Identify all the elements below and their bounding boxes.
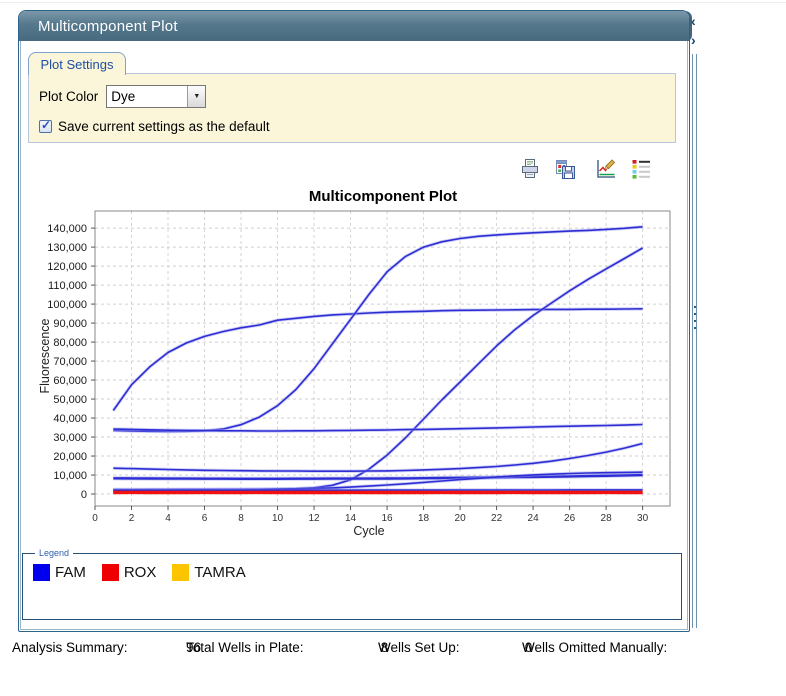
svg-text:30: 30: [637, 513, 649, 524]
svg-text:30,000: 30,000: [53, 432, 87, 444]
svg-text:4: 4: [165, 513, 171, 524]
wells-setup-stat: Wells Set Up: 8: [378, 640, 381, 655]
svg-text:120,000: 120,000: [47, 261, 87, 273]
plot-toolbar: [518, 157, 653, 181]
svg-text:80,000: 80,000: [53, 337, 87, 349]
svg-text:28: 28: [601, 513, 613, 524]
plot-settings-panel: Plot Color Dye ▼ ✓ Save current settings…: [28, 73, 676, 143]
collapse-left-icon[interactable]: ‹: [691, 14, 696, 28]
show-legend-icon[interactable]: [629, 157, 653, 181]
app-canvas: ‹ › Multicomponent Plot Plot Settings Pl…: [0, 0, 786, 696]
analysis-summary-bar: Analysis Summary: Total Wells in Plate:9…: [0, 640, 786, 660]
legend-item-fam: FAM: [33, 564, 86, 581]
svg-text:50,000: 50,000: [53, 394, 87, 406]
save-plot-image-icon[interactable]: [553, 157, 577, 181]
save-default-option[interactable]: ✓ Save current settings as the default: [39, 119, 270, 134]
svg-text:40,000: 40,000: [53, 413, 87, 425]
window-title: Multicomponent Plot: [38, 18, 178, 35]
pane-splitter[interactable]: [692, 54, 697, 628]
svg-text:100,000: 100,000: [47, 299, 87, 311]
plot-properties-icon[interactable]: [594, 157, 618, 181]
svg-text:12: 12: [308, 513, 320, 524]
legend-item-tamra: TAMRA: [172, 564, 245, 581]
plot-color-dropdown[interactable]: Dye ▼: [106, 85, 206, 108]
svg-text:0: 0: [81, 489, 87, 501]
splitter-grip[interactable]: [694, 306, 697, 334]
tamra-swatch: [172, 564, 189, 581]
svg-text:16: 16: [382, 513, 394, 524]
svg-text:110,000: 110,000: [48, 280, 87, 292]
legend-item-rox: ROX: [102, 564, 157, 581]
chart-canvas: 0 10,000 20,000 30,000 40,000 50,000 60,000 70,…: [20, 186, 686, 546]
svg-text:0: 0: [92, 513, 98, 524]
svg-text:20: 20: [455, 513, 467, 524]
svg-text:10: 10: [272, 513, 284, 524]
rox-swatch: [102, 564, 119, 581]
tab-plot-settings[interactable]: Plot Settings: [28, 52, 126, 75]
chart-legend: Legend FAM ROX TAMRA: [22, 548, 682, 620]
svg-text:130,000: 130,000: [47, 242, 87, 254]
svg-text:2: 2: [129, 513, 135, 524]
wells-omitted-stat: Wells Omitted Manually: 0: [522, 640, 525, 655]
window-titlebar: Multicomponent Plot: [19, 11, 689, 41]
svg-text:70,000: 70,000: [53, 356, 87, 368]
svg-text:90,000: 90,000: [53, 318, 87, 330]
svg-text:26: 26: [564, 513, 576, 524]
svg-text:60,000: 60,000: [53, 375, 87, 387]
svg-text:6: 6: [202, 513, 208, 524]
svg-text:14: 14: [345, 513, 357, 524]
svg-text:18: 18: [418, 513, 430, 524]
svg-text:140,000: 140,000: [47, 223, 87, 235]
top-divider: [0, 2, 786, 3]
dropdown-arrow-icon[interactable]: ▼: [187, 86, 205, 107]
svg-text:8: 8: [238, 513, 244, 524]
collapse-right-icon[interactable]: ›: [691, 33, 696, 47]
plot-color-value: Dye: [107, 86, 187, 107]
svg-text:20,000: 20,000: [53, 451, 87, 463]
check-mark-icon: ✓: [41, 118, 51, 132]
save-default-checkbox[interactable]: ✓: [39, 120, 52, 133]
save-default-label: Save current settings as the default: [58, 119, 270, 134]
svg-text:22: 22: [491, 513, 503, 524]
analysis-summary-label: Analysis Summary:: [12, 640, 128, 655]
plot-color-label: Plot Color: [39, 89, 98, 104]
print-plot-icon[interactable]: [518, 157, 542, 181]
fam-swatch: [33, 564, 50, 581]
legend-title: Legend: [35, 548, 73, 558]
svg-text:10,000: 10,000: [53, 470, 87, 482]
svg-text:24: 24: [528, 513, 540, 524]
